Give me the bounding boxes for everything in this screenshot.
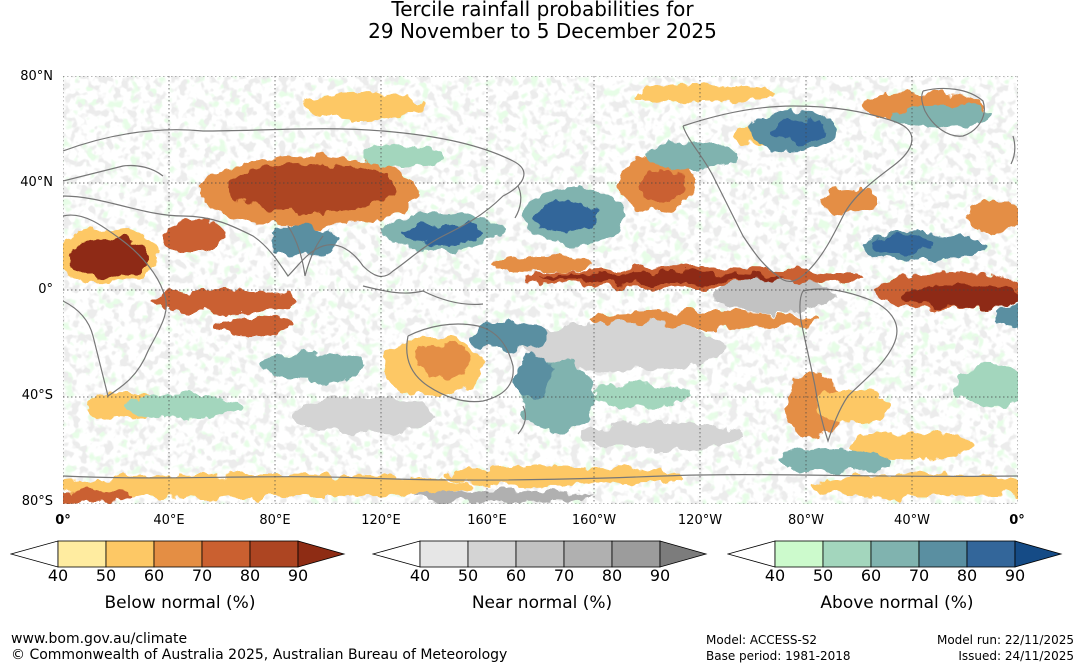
near-tick-60: 60 — [505, 566, 527, 585]
below-bin-over-90 — [297, 540, 346, 568]
near-bin-4 — [563, 540, 613, 568]
lat-label-40s: 40°S — [21, 388, 53, 403]
near-tick-50: 50 — [457, 566, 479, 585]
above-bin-2 — [822, 540, 872, 568]
near-bin-over-90 — [659, 540, 708, 568]
above-tick-80: 80 — [956, 566, 978, 585]
below-tick-90: 90 — [287, 566, 309, 585]
near-bin-5 — [611, 540, 661, 568]
above-bin-4 — [918, 540, 968, 568]
above-bin-3 — [870, 540, 920, 568]
colorbar-below-normal — [10, 540, 346, 568]
footer-model: Model: ACCESS-S2 — [706, 633, 818, 647]
below-bin-4 — [201, 540, 251, 568]
near-bin-3 — [515, 540, 565, 568]
lon-label-0-left: 0° — [55, 513, 71, 528]
below-bin-2 — [105, 540, 155, 568]
lon-label-0-right: 0° — [1009, 513, 1025, 528]
coastlines — [63, 87, 1018, 481]
lon-label-160e: 160°E — [467, 513, 507, 528]
below-bin-1 — [57, 540, 107, 568]
near-tick-80: 80 — [601, 566, 623, 585]
chart-title-line-1: Tercile rainfall probabilities for — [391, 0, 694, 21]
lat-label-80s: 80°S — [21, 494, 53, 509]
lon-label-80e: 80°E — [259, 513, 291, 528]
below-tick-40: 40 — [47, 566, 69, 585]
lon-label-120w: 120°W — [677, 513, 723, 528]
above-bin-5 — [966, 540, 1016, 568]
below-tick-80: 80 — [239, 566, 261, 585]
footer-model-run: Model run: 22/11/2025 — [936, 633, 1074, 647]
near-tick-70: 70 — [553, 566, 575, 585]
above-tick-90: 90 — [1004, 566, 1026, 585]
above-normal-title: Above normal (%) — [820, 593, 974, 613]
lon-label-120e: 120°E — [361, 513, 401, 528]
above-bin-over-90 — [1014, 540, 1063, 568]
near-bin-under-40 — [372, 540, 421, 568]
lat-label-40n: 40°N — [20, 175, 53, 190]
lon-label-160w: 160°W — [571, 513, 617, 528]
below-tick-70: 70 — [191, 566, 213, 585]
lat-label-80n: 80°N — [20, 69, 53, 84]
above-bin-1 — [774, 540, 824, 568]
below-tick-50: 50 — [95, 566, 117, 585]
below-bin-under-40 — [10, 540, 59, 568]
near-bin-2 — [467, 540, 517, 568]
near-tick-90: 90 — [649, 566, 671, 585]
lon-label-40e: 40°E — [153, 513, 185, 528]
below-bin-5 — [249, 540, 299, 568]
lon-label-80w: 80°W — [788, 513, 824, 528]
below-bin-3 — [153, 540, 203, 568]
footer-website: www.bom.gov.au/climate — [11, 631, 188, 647]
rainfall-probability-map — [63, 76, 1018, 504]
above-tick-60: 60 — [860, 566, 882, 585]
near-normal-title: Near normal (%) — [471, 593, 613, 613]
footer-base-period: Base period: 1981-2018 — [706, 649, 851, 663]
probability-fields — [63, 86, 1018, 502]
gridlines — [63, 76, 1018, 504]
near-tick-40: 40 — [409, 566, 431, 585]
footer-issued: Issued: 24/11/2025 — [958, 649, 1074, 663]
above-tick-50: 50 — [812, 566, 834, 585]
colorbar-above-normal — [727, 540, 1063, 568]
lon-label-40w: 40°W — [894, 513, 930, 528]
footer-copyright: © Commonwealth of Australia 2025, Austra… — [11, 647, 508, 663]
above-tick-40: 40 — [764, 566, 786, 585]
below-tick-60: 60 — [143, 566, 165, 585]
above-tick-70: 70 — [908, 566, 930, 585]
near-bin-1 — [419, 540, 469, 568]
above-bin-under-40 — [727, 540, 776, 568]
lat-label-0: 0° — [38, 282, 53, 297]
below-normal-title: Below normal (%) — [104, 593, 256, 613]
chart-title-line-2: 29 November to 5 December 2025 — [368, 19, 717, 43]
colorbar-near-normal — [372, 540, 708, 568]
